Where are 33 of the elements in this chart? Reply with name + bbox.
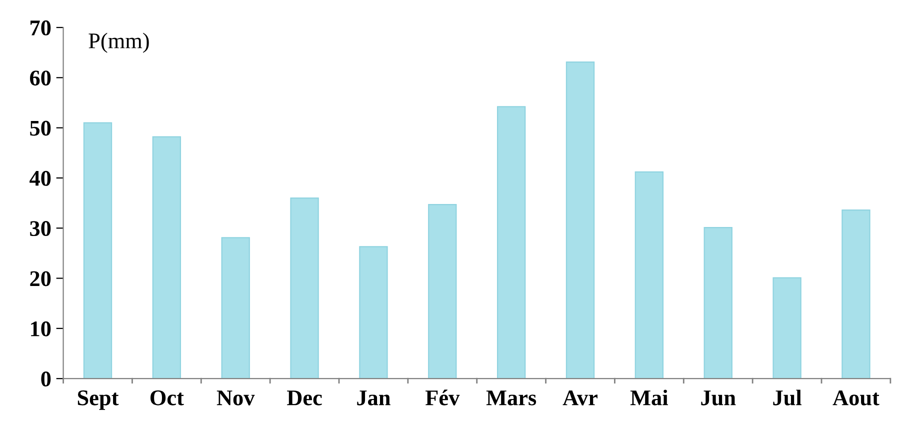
- x-tick-label: Sept: [78, 390, 119, 410]
- bar: [83, 122, 112, 379]
- x-tick-label: Mars: [486, 390, 536, 406]
- y-tick-label: 50: [30, 120, 51, 136]
- y-tick-label: 10: [31, 321, 51, 336]
- x-tick-label: Oct: [150, 390, 184, 406]
- x-tick-label: Jul: [773, 390, 802, 406]
- bar: [842, 210, 870, 379]
- x-tick-label: Jun: [701, 390, 736, 406]
- x-tick-label: Aout: [832, 390, 880, 406]
- bar: [152, 136, 182, 379]
- y-tick-label: 0: [41, 372, 51, 387]
- x-tick-label: Fév: [426, 390, 460, 406]
- bar: [359, 246, 388, 379]
- y-tick-label: 60: [30, 70, 51, 86]
- y-tick-label: 70: [30, 20, 51, 36]
- y-tick-label: 40: [30, 170, 51, 186]
- bar: [221, 237, 250, 379]
- x-tick-label: Jan: [357, 390, 390, 406]
- bar: [772, 277, 802, 379]
- y-tick-label: 30: [30, 221, 51, 236]
- x-tick-label: Avr: [562, 390, 598, 406]
- x-tick-label: Nov: [216, 390, 255, 406]
- x-tick-label: Mai: [630, 390, 668, 406]
- y-tick-label: 20: [30, 271, 51, 286]
- bar: [290, 197, 319, 379]
- bar: [496, 106, 526, 379]
- bar: [634, 171, 664, 379]
- bar: [704, 227, 732, 379]
- y-axis-title: P(mm): [88, 32, 149, 53]
- bar: [566, 62, 595, 379]
- x-tick-label: Dec: [287, 390, 322, 406]
- bar: [428, 204, 457, 379]
